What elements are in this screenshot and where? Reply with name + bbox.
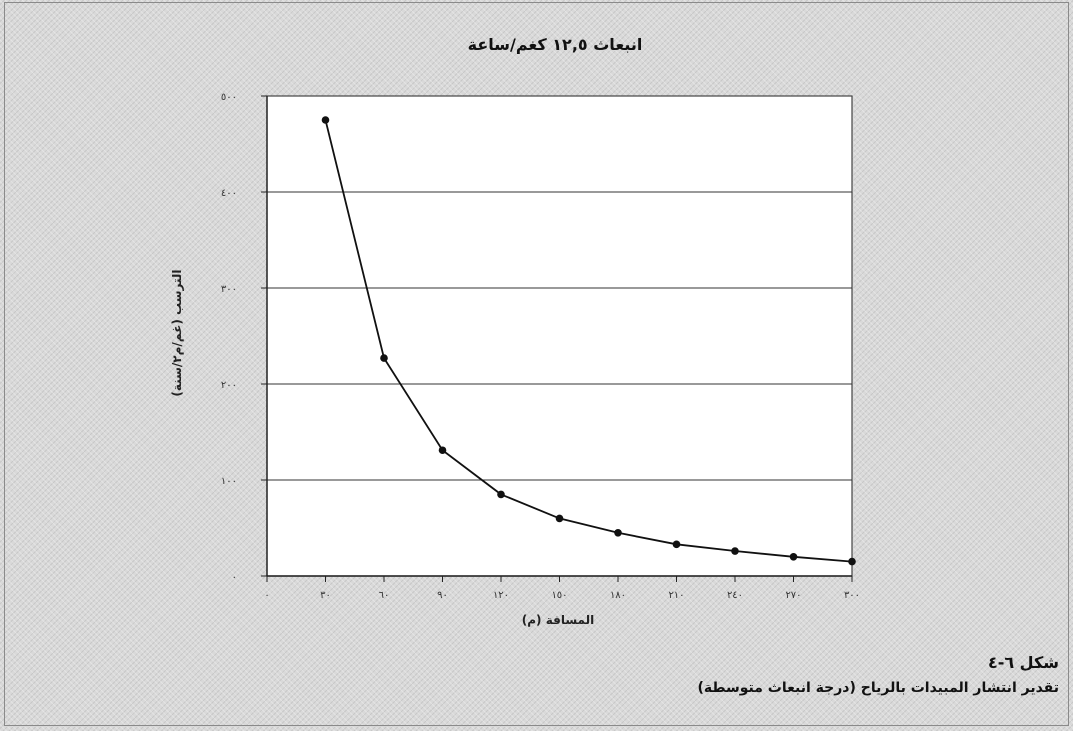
x-tick-label: ٢٧٠ [785, 590, 801, 601]
y-ticks: ٠ ١٠٠ ٢٠٠ ٣٠٠ ٤٠٠ ٥٠٠ [221, 92, 267, 583]
chart-title: انبعاث ١٢,٥ كغم/ساعة [468, 35, 643, 54]
x-ticks: ٠ ٣٠ ٦٠ ٩٠ ١٢٠ ١٥٠ ١٨٠ ٢١٠ ٢٤٠ ٢٧٠ ٣٠٠ [264, 576, 860, 601]
figure-frame [4, 2, 1069, 726]
x-tick-label: ٦٠ [379, 590, 390, 601]
x-tick-label: ٣٠ [320, 590, 331, 601]
figure-number: شكل ٦-٤ [987, 653, 1059, 672]
y-tick-label: ٥٠٠ [221, 92, 237, 103]
x-tick-label: ٢١٠ [668, 590, 684, 601]
y-tick-label: ١٠٠ [221, 476, 237, 487]
x-axis-label: المسافة (م) [522, 613, 594, 628]
data-point [321, 116, 330, 124]
y-tick-label: ٠ [232, 572, 237, 583]
y-axis-label: الترسب (غم/م٢/سنة) [170, 269, 185, 396]
data-point [789, 553, 798, 561]
data-points [321, 116, 856, 566]
figure-title: تقدير انتشار المبيدات بالرياح (درجة انبع… [697, 680, 1059, 696]
data-point [438, 446, 447, 455]
y-tick-label: ٤٠٠ [221, 188, 237, 199]
y-tick-label: ٢٠٠ [221, 380, 237, 391]
y-tick-label: ٣٠٠ [221, 284, 237, 295]
grid-lines [267, 191, 852, 481]
series-line [324, 119, 853, 563]
figure-caption: شكل ٦-٤ تقدير انتشار المبيدات بالرياح (د… [359, 653, 1059, 696]
data-point [497, 490, 505, 499]
plot-area [266, 95, 853, 577]
x-tick-label: ١٢٠ [493, 590, 509, 601]
data-point [614, 529, 622, 537]
x-tick-label: ١٨٠ [610, 590, 626, 601]
data-point [848, 557, 856, 566]
x-tick-label: ٣٠٠ [844, 590, 860, 601]
x-tick-label: ١٥٠ [551, 590, 567, 601]
data-point [380, 354, 388, 362]
data-point [731, 547, 739, 555]
data-point [555, 514, 564, 523]
x-tick-label: ٩٠ [437, 590, 448, 601]
x-tick-label: ٠ [264, 590, 269, 601]
data-point [672, 540, 681, 549]
x-tick-label: ٢٤٠ [727, 590, 743, 601]
